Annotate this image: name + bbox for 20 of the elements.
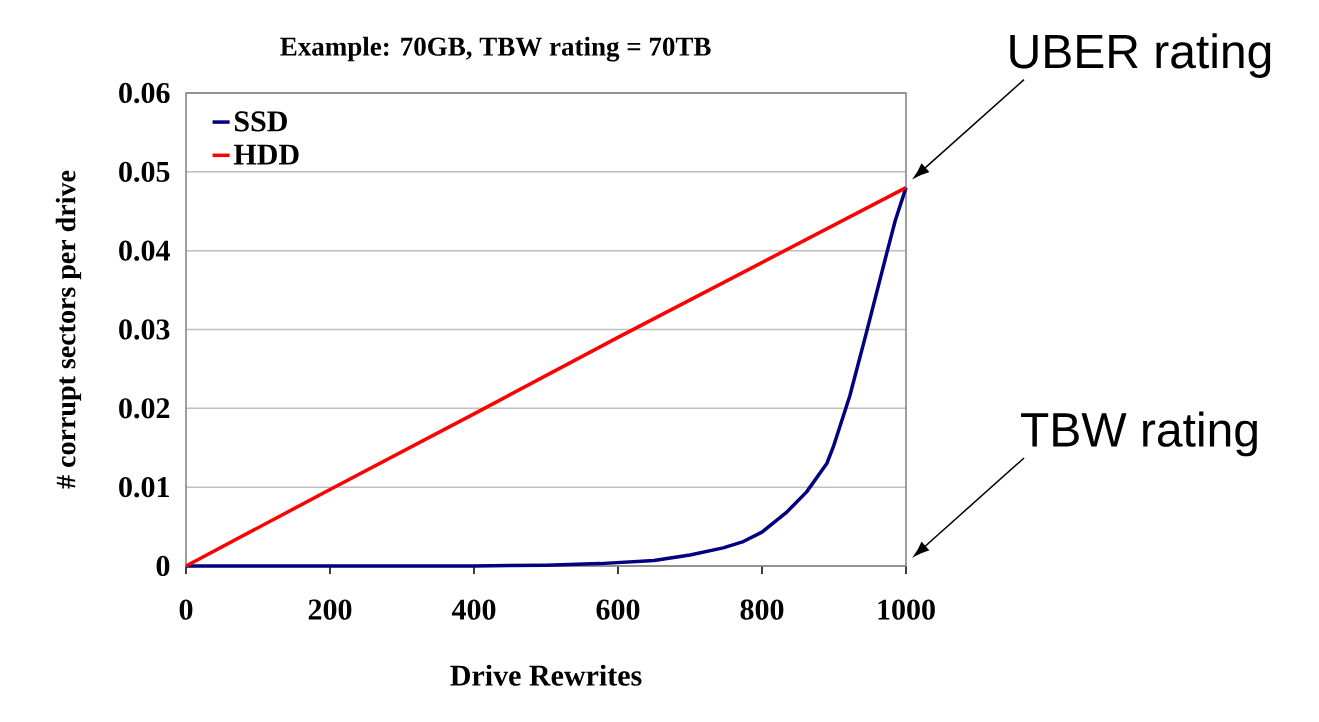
x-tick-label: 800 [740, 599, 784, 620]
y-tick-label: 0.01 [119, 476, 169, 498]
y-tick-label: 0.05 [119, 161, 170, 183]
text: TBW rating [1021, 411, 1257, 457]
x-tick-label: 200 [308, 599, 352, 620]
chart-title: Example: 70GB, TBW rating = 70TB [280, 36, 711, 62]
y-tick-label: 0.06 [119, 82, 170, 104]
y-tick-label: 0.04 [119, 240, 170, 261]
x-tick-label: 1000 [878, 599, 935, 620]
legend-label: HDD [233, 144, 299, 165]
legend-label: SSD [234, 111, 287, 132]
x-tick-label: 0 [179, 599, 193, 620]
y-tick-label: 0.03 [119, 319, 170, 340]
x-tick-label: 600 [596, 599, 640, 620]
y-tick-label: 0.02 [119, 398, 170, 419]
y-axis-title: # corrupt sectors per drive [55, 170, 82, 489]
x-axis-title: Drive Rewrites [450, 664, 642, 686]
text: UBER rating [1010, 33, 1271, 78]
y-tick-label: 0 [156, 555, 170, 577]
x-tick-label: 400 [451, 599, 496, 620]
